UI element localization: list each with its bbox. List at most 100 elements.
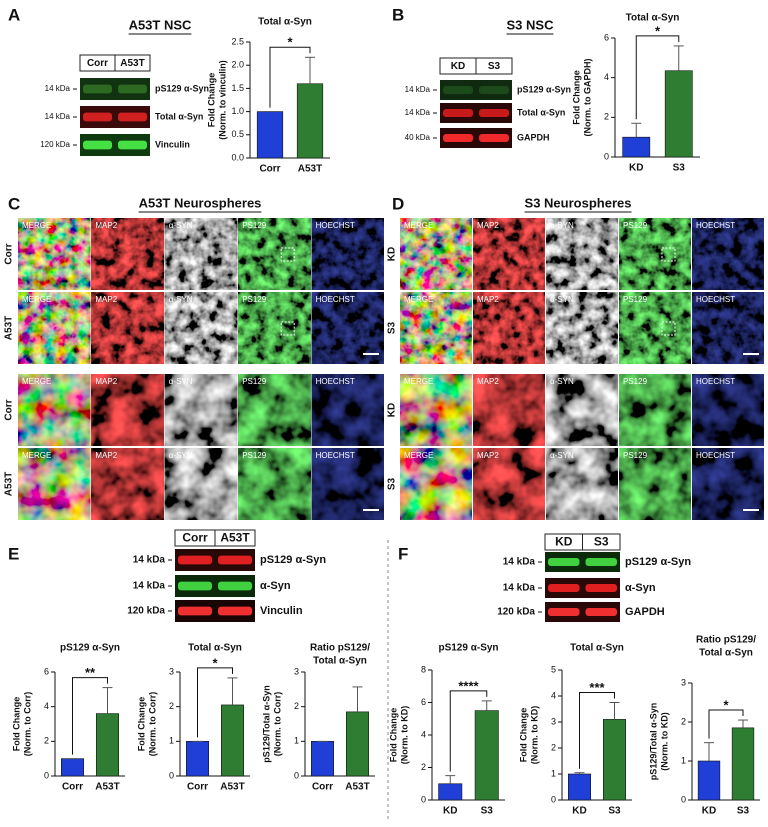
panel-title: A53T Neurospheres bbox=[139, 195, 262, 210]
y-tick-label: 0 bbox=[681, 794, 686, 804]
marker-label: 14 kDa bbox=[503, 583, 536, 594]
channel-label: α-SYN bbox=[550, 377, 574, 386]
bar bbox=[602, 719, 626, 801]
significance-bracket bbox=[449, 690, 488, 772]
y-tick-label: 2.0 bbox=[231, 60, 244, 70]
panel-title: S3 Neurospheres bbox=[525, 195, 632, 210]
blot-row bbox=[80, 134, 150, 156]
row-label: Corr bbox=[4, 243, 15, 264]
micrograph bbox=[692, 218, 764, 290]
significance-bracket bbox=[579, 692, 615, 769]
channel-label: MERGE bbox=[404, 451, 433, 460]
bar bbox=[310, 741, 334, 777]
micrograph bbox=[164, 448, 238, 520]
micrograph bbox=[18, 218, 91, 290]
channel-label: PS129 bbox=[623, 377, 648, 386]
marker-label: 14 kDa bbox=[503, 557, 536, 568]
channel-label: MAP2 bbox=[477, 451, 499, 460]
band-label: Vinculin bbox=[155, 139, 190, 149]
micrograph bbox=[473, 292, 545, 364]
micrograph bbox=[400, 218, 472, 290]
channel-label: MAP2 bbox=[95, 221, 117, 230]
y-axis-label: (Norm. to KD) bbox=[659, 712, 669, 771]
blot-band bbox=[585, 558, 617, 566]
x-tick-label: KD bbox=[629, 163, 643, 174]
marker-label: 120 kDa bbox=[127, 606, 165, 617]
channel-label: MERGE bbox=[22, 295, 51, 304]
y-tick-label: 0.5 bbox=[231, 129, 244, 139]
bar bbox=[731, 727, 755, 801]
blot-row bbox=[175, 549, 255, 571]
x-tick-label: A53T bbox=[220, 782, 244, 793]
marker-label: 14 kDa bbox=[133, 581, 166, 592]
y-axis-label: pS129/Total α-Syn bbox=[261, 685, 271, 762]
panel-letter: D bbox=[392, 194, 404, 213]
blot-band bbox=[118, 140, 147, 150]
micrograph bbox=[238, 292, 311, 364]
chart-title: pS129 α-Syn bbox=[438, 643, 498, 654]
micrograph bbox=[311, 448, 384, 520]
lane-label: S3 bbox=[488, 61, 501, 72]
blot-band bbox=[585, 608, 617, 616]
band-label: α-Syn bbox=[625, 582, 656, 594]
bar bbox=[664, 70, 693, 158]
channel-label: MAP2 bbox=[95, 295, 117, 304]
panel-title: A53T NSC bbox=[129, 17, 192, 32]
channel-label: α-SYN bbox=[550, 221, 574, 230]
y-tick-label: 3 bbox=[681, 677, 686, 687]
blot-band bbox=[218, 606, 252, 616]
blot-band bbox=[218, 555, 252, 565]
y-tick-label: 4 bbox=[604, 72, 609, 82]
marker-label: 14 kDa bbox=[405, 108, 431, 117]
channel-label: MAP2 bbox=[95, 377, 117, 386]
micrograph bbox=[18, 292, 91, 364]
band-label: Total α-Syn bbox=[517, 107, 565, 117]
row-label: Corr bbox=[4, 399, 15, 420]
zoom-box bbox=[280, 247, 295, 262]
blot-band bbox=[585, 584, 617, 592]
blot-band bbox=[83, 140, 112, 150]
y-tick-label: 5 bbox=[551, 664, 556, 674]
y-axis-label: (Norm. to vinculin) bbox=[217, 60, 227, 140]
micrograph bbox=[619, 218, 691, 290]
channel-label: MERGE bbox=[22, 451, 51, 460]
micrograph bbox=[473, 448, 545, 520]
bar bbox=[345, 711, 369, 777]
channel-label: HOECHST bbox=[696, 221, 735, 230]
y-tick-label: 3 bbox=[294, 666, 299, 676]
blot-band bbox=[479, 86, 509, 94]
band-label: pS129 α-Syn bbox=[625, 556, 691, 568]
x-tick-label: S3 bbox=[673, 163, 686, 174]
y-tick-label: 1 bbox=[169, 736, 174, 746]
significance-label: **** bbox=[458, 678, 479, 693]
x-tick-label: Corr bbox=[62, 782, 83, 793]
y-tick-label: 0 bbox=[421, 794, 426, 804]
channel-label: HOECHST bbox=[696, 451, 735, 460]
band-label: Total α-Syn bbox=[155, 111, 203, 121]
micrograph bbox=[91, 218, 164, 290]
x-tick-label: A53T bbox=[298, 164, 322, 175]
micrograph bbox=[400, 374, 472, 446]
micrograph bbox=[546, 374, 618, 446]
y-tick-label: 0.0 bbox=[231, 152, 244, 162]
micrograph bbox=[546, 292, 618, 364]
micrograph bbox=[619, 374, 691, 446]
micrograph bbox=[546, 218, 618, 290]
marker-label: 120 kDa bbox=[40, 140, 70, 149]
y-tick-label: 2 bbox=[421, 762, 426, 772]
lane-label: S3 bbox=[594, 535, 609, 549]
y-tick-label: 0 bbox=[604, 151, 609, 161]
y-tick-label: 6 bbox=[44, 666, 49, 676]
bar bbox=[296, 83, 324, 159]
micrograph bbox=[400, 292, 472, 364]
micrograph bbox=[238, 218, 311, 290]
micrograph bbox=[164, 218, 238, 290]
blot-band bbox=[443, 134, 473, 142]
y-axis-label: Fold Change bbox=[388, 708, 398, 763]
micrograph bbox=[692, 448, 764, 520]
micrograph bbox=[473, 218, 545, 290]
lane-label: Corr bbox=[87, 58, 108, 69]
channel-label: PS129 bbox=[242, 377, 267, 386]
panel-letter: E bbox=[8, 544, 19, 563]
y-tick-label: 3 bbox=[169, 666, 174, 676]
